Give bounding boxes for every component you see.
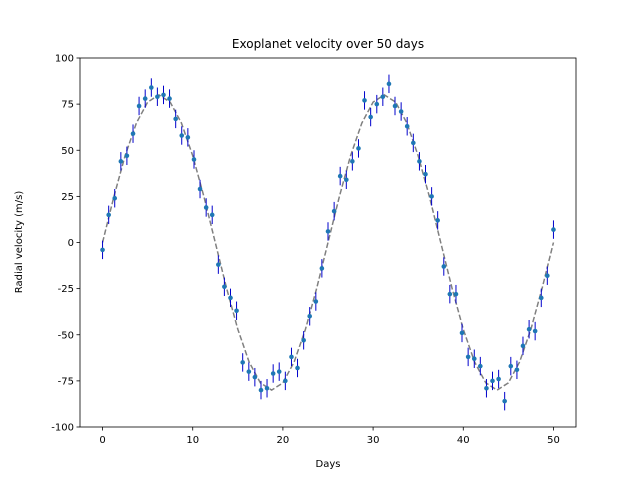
- data-point: [246, 369, 252, 374]
- data-point: [191, 157, 197, 162]
- data-point: [496, 376, 501, 382]
- y-axis-label: Radial velocity (m/s): [14, 191, 25, 294]
- data-point: [374, 101, 380, 107]
- data-point: [453, 291, 459, 297]
- y-tick-label: 0: [68, 238, 74, 249]
- data-point: [118, 159, 124, 164]
- data-point: [203, 205, 209, 210]
- data-point: [124, 153, 130, 159]
- data-point: [532, 328, 538, 334]
- y-tick-label: -25: [58, 284, 74, 295]
- data-point: [417, 159, 422, 164]
- x-tick-label: 30: [367, 435, 380, 446]
- y-tick-label: 50: [61, 146, 74, 157]
- data-point: [398, 109, 404, 114]
- y-tick-label: 75: [61, 100, 74, 111]
- data-point: [331, 208, 337, 214]
- data-point: [185, 135, 191, 140]
- data-point: [356, 146, 361, 151]
- data-point: [520, 343, 526, 349]
- data-point: [228, 295, 233, 301]
- data-point: [490, 378, 495, 384]
- data-point: [313, 299, 319, 304]
- data-point: [112, 195, 118, 201]
- data-point: [301, 337, 306, 343]
- data-point: [155, 94, 160, 100]
- data-point: [551, 227, 556, 232]
- data-point: [337, 173, 343, 179]
- data-point: [319, 266, 325, 271]
- data-point: [142, 96, 148, 101]
- data-point: [471, 356, 477, 362]
- y-tick-label: 100: [55, 54, 74, 65]
- chart-title: Exoplanet velocity over 50 days: [232, 37, 424, 51]
- y-tick-label: -50: [58, 330, 74, 341]
- data-point: [380, 94, 386, 100]
- y-tick-label: -75: [58, 376, 74, 387]
- data-point: [307, 314, 312, 319]
- data-point: [435, 218, 440, 223]
- data-point: [411, 140, 416, 146]
- data-point: [283, 378, 288, 384]
- data-point: [161, 92, 166, 98]
- data-point: [295, 365, 300, 371]
- data-point: [325, 229, 331, 234]
- data-point: [404, 123, 410, 129]
- data-point: [350, 159, 355, 164]
- data-point: [222, 284, 227, 290]
- data-point: [216, 262, 221, 267]
- x-tick-label: 40: [457, 435, 470, 446]
- data-point: [392, 103, 398, 109]
- data-point: [173, 116, 178, 122]
- y-tick-label: 25: [61, 192, 74, 203]
- data-point: [344, 177, 349, 183]
- data-point: [234, 308, 239, 314]
- x-axis-label: Days: [316, 459, 341, 470]
- data-point: [459, 330, 465, 336]
- data-point: [441, 264, 447, 269]
- x-tick-label: 50: [547, 435, 560, 446]
- data-point: [538, 295, 544, 301]
- data-point: [508, 363, 514, 369]
- data-point: [258, 387, 264, 393]
- data-point: [100, 247, 105, 253]
- x-tick-label: 20: [277, 435, 290, 446]
- data-point: [484, 385, 489, 391]
- data-point: [264, 385, 270, 391]
- data-point: [447, 291, 453, 297]
- data-point: [465, 354, 471, 360]
- data-point: [514, 367, 520, 373]
- data-point: [209, 212, 215, 218]
- data-point: [429, 194, 434, 199]
- x-tick-label: 0: [99, 435, 105, 446]
- data-point: [179, 133, 185, 138]
- data-point: [362, 98, 367, 103]
- data-point: [270, 371, 276, 376]
- y-tick-label: -100: [51, 423, 74, 434]
- model-curve: [101, 94, 555, 391]
- data-point: [197, 186, 203, 192]
- data-point: [252, 374, 258, 380]
- plot-frame: [79, 57, 577, 428]
- data-point: [502, 398, 507, 404]
- data-point: [386, 81, 392, 87]
- data-point: [240, 360, 245, 365]
- data-point: [423, 171, 428, 177]
- data-point: [149, 85, 154, 90]
- data-point: [136, 103, 142, 109]
- data-point: [276, 369, 282, 374]
- data-point: [526, 326, 532, 332]
- data-point: [289, 354, 294, 360]
- data-point: [167, 96, 172, 101]
- x-tick-label: 10: [186, 435, 199, 446]
- data-point: [368, 114, 373, 120]
- data-point: [478, 363, 483, 369]
- data-point: [545, 273, 550, 279]
- data-point: [130, 131, 136, 136]
- data-point: [106, 212, 111, 218]
